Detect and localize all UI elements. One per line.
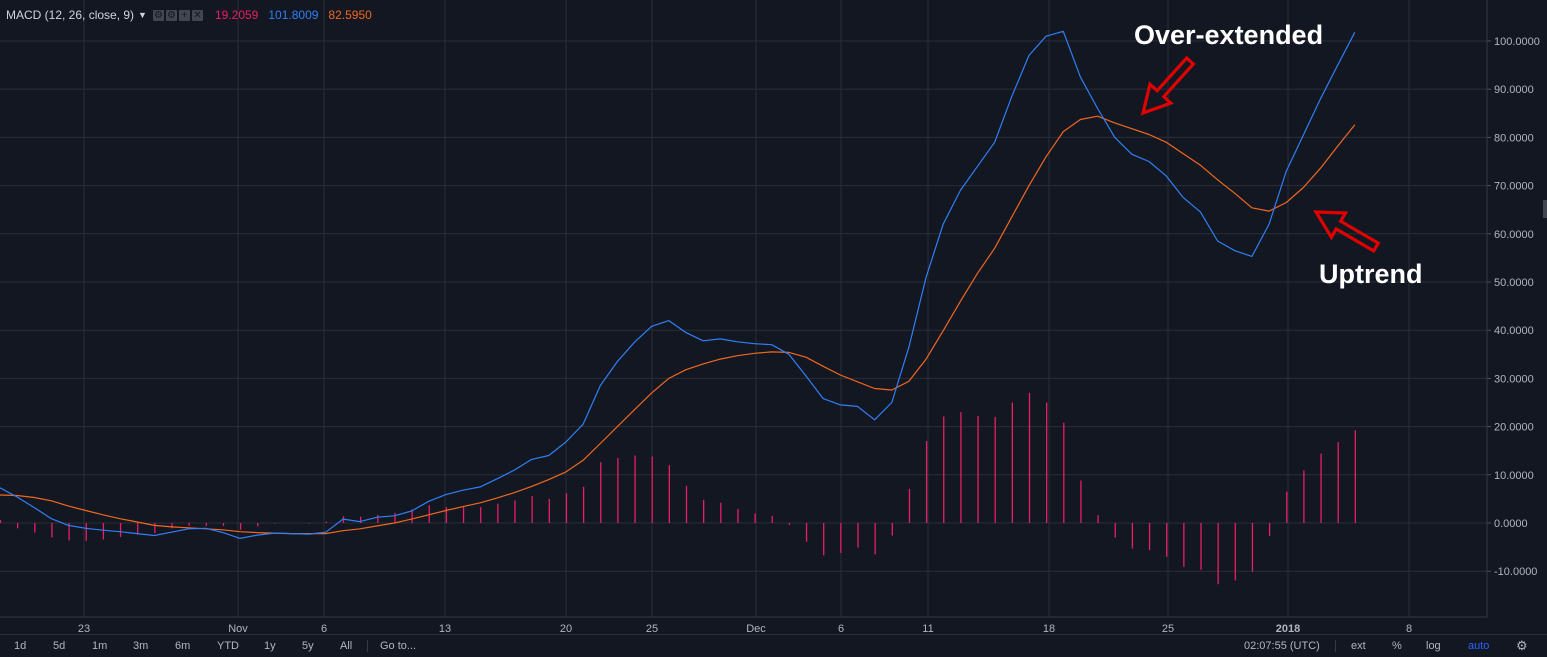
x-tick-label: 8 [1406,623,1412,635]
signal-value: 82.5950 [328,8,372,22]
x-tick-label: Nov [228,623,248,635]
macd-value: 101.8009 [268,8,319,22]
annotation-uptrend: Uptrend [1319,259,1423,289]
settings-icon[interactable]: ⚙ [165,9,177,21]
gear-icon[interactable]: ⚙ [152,9,164,21]
toolbar-divider [367,640,368,652]
utc-clock[interactable]: 02:07:55 (UTC) [1244,640,1320,652]
log-toggle[interactable]: log [1426,640,1441,652]
series-lines [0,30,1356,540]
range-6m[interactable]: 6m [175,640,191,652]
x-tick-label: 6 [838,623,844,635]
y-tick-label: 20.0000 [1494,422,1534,434]
y-tick-label: 80.0000 [1494,132,1534,144]
x-tick-label: 18 [1043,623,1055,635]
ext-toggle[interactable]: ext [1351,640,1366,652]
percent-toggle[interactable]: % [1392,640,1402,652]
y-tick-label: 30.0000 [1494,373,1534,385]
y-tick-label: 100.0000 [1494,36,1540,48]
toolbar-divider [1335,640,1336,652]
range-all[interactable]: All [340,640,353,652]
axes: 23 Nov 6 13 20 25 Dec 6 11 18 25 2018 8 100.0000 90.00… [0,0,1547,635]
auto-toggle[interactable]: auto [1468,640,1490,652]
y-tick-label: 0.0000 [1494,518,1528,530]
x-tick-label: 23 [78,623,90,635]
range-1m[interactable]: 1m [92,640,108,652]
x-tick-label: 25 [1162,623,1174,635]
x-tick-label: 2018 [1276,623,1300,635]
range-3m[interactable]: 3m [133,640,149,652]
range-1y[interactable]: 1y [264,640,276,652]
goto-button[interactable]: Go to... [380,640,417,652]
gear-icon[interactable]: ⚙ [1516,638,1528,653]
plus-icon[interactable]: + [178,9,190,21]
range-1d[interactable]: 1d [14,640,27,652]
indicator-legend: MACD (12, 26, close, 9) ▼ ⚙ ⚙ + ✕ 19.205… [6,8,372,22]
chevron-down-icon[interactable]: ▼ [138,10,147,20]
y-tick-label: 60.0000 [1494,229,1534,241]
grid [0,0,1487,617]
annotation-arrows [1140,55,1381,254]
indicator-name[interactable]: MACD (12, 26, close, 9) [6,8,135,22]
bottom-toolbar: 1d 5d 1m 3m 6m YTD 1y 5y All Go to... 02… [0,634,1547,657]
range-5d[interactable]: 5d [53,640,66,652]
x-tick-label: 25 [646,623,658,635]
histogram-value: 19.2059 [214,8,259,22]
y-tick-label: 70.0000 [1494,181,1534,193]
x-tick-label: 20 [560,623,572,635]
over-extended-arrow [1140,55,1196,116]
annotation-over-extended: Over-extended [1134,20,1324,50]
x-tick-label: 6 [321,623,327,635]
range-ytd[interactable]: YTD [217,640,239,652]
close-icon[interactable]: ✕ [191,9,203,21]
signal-line [0,115,1356,535]
histogram-bars [0,392,1356,585]
y-tick-label: 50.0000 [1494,277,1534,289]
axis-scroll-handle[interactable] [1543,200,1547,218]
y-tick-label: 40.0000 [1494,325,1534,337]
y-tick-label: -10.0000 [1494,566,1537,578]
y-tick-label: 90.0000 [1494,84,1534,96]
macd-line [0,30,1356,540]
x-tick-label: Dec [746,623,766,635]
uptrend-arrow [1313,210,1381,254]
y-tick-label: 10.0000 [1494,470,1534,482]
range-5y[interactable]: 5y [302,640,314,652]
x-tick-label: 13 [439,623,451,635]
x-tick-label: 11 [922,623,933,635]
